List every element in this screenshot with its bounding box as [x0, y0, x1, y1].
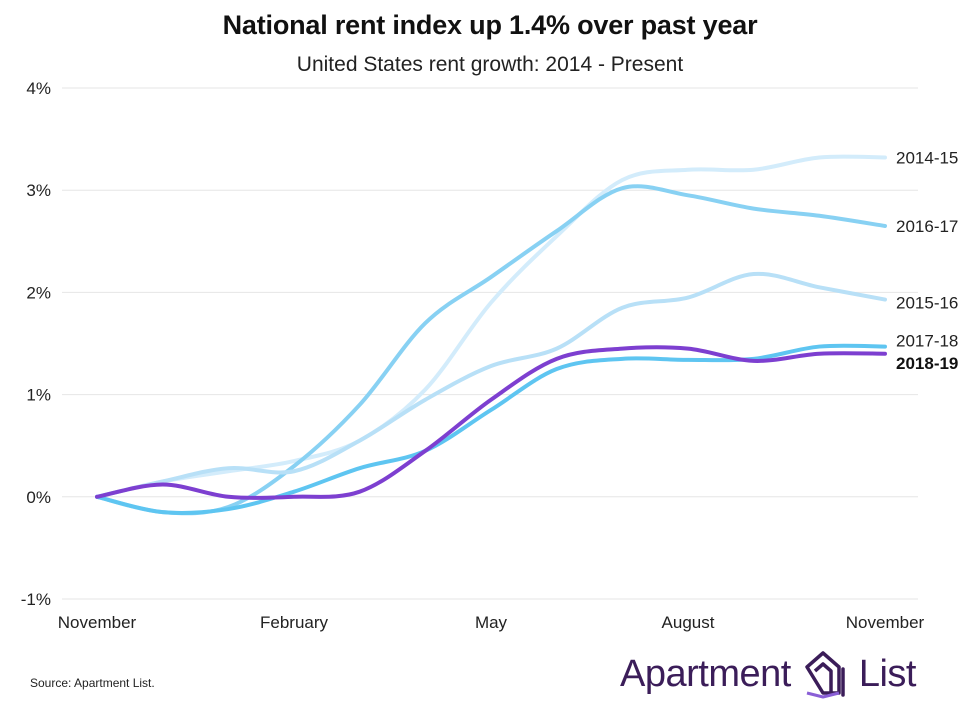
x-tick-label: May [475, 613, 508, 632]
brand-logo: Apartment List [620, 644, 916, 704]
source-note: Source: Apartment List. [30, 676, 155, 690]
y-tick-label: 3% [26, 181, 51, 200]
logo-word-left: Apartment [620, 652, 791, 695]
series-line-2017-18 [95, 343, 887, 516]
apartment-list-logo-icon [805, 651, 845, 699]
x-tick-label: November [58, 613, 137, 632]
series-lines [95, 154, 887, 516]
chart-subtitle: United States rent growth: 2014 - Presen… [296, 53, 684, 76]
series-line-2015-16 [95, 271, 887, 499]
gridlines [62, 87, 918, 600]
series-line-2014-15 [95, 154, 887, 499]
x-tick-label: August [662, 613, 715, 632]
logo-word-right: List [858, 652, 917, 695]
series-labels: 2014-15 2016-17 2015-16 2017-18 2018-19 [896, 148, 958, 372]
y-tick-label: 1% [26, 386, 51, 405]
series-line-2016-17 [95, 184, 887, 516]
x-axis-ticks: November February May August November [58, 613, 925, 632]
series-label-2018-19: 2018-19 [896, 354, 958, 373]
y-tick-label: 4% [26, 79, 51, 98]
y-tick-label: -1% [21, 590, 51, 609]
series-label-2014-15: 2014-15 [896, 148, 958, 167]
series-line-2018-19 [95, 345, 887, 500]
series-label-2017-18: 2017-18 [896, 331, 958, 350]
y-tick-label: 0% [26, 488, 51, 507]
chart-title: National rent index up 1.4% over past ye… [222, 10, 758, 40]
y-tick-label: 2% [26, 283, 51, 302]
x-tick-label: November [846, 613, 925, 632]
y-axis-ticks: 4% 3% 2% 1% 0% -1% [21, 79, 51, 609]
series-label-2016-17: 2016-17 [896, 217, 958, 236]
series-label-2015-16: 2015-16 [896, 294, 958, 313]
x-tick-label: February [260, 613, 329, 632]
